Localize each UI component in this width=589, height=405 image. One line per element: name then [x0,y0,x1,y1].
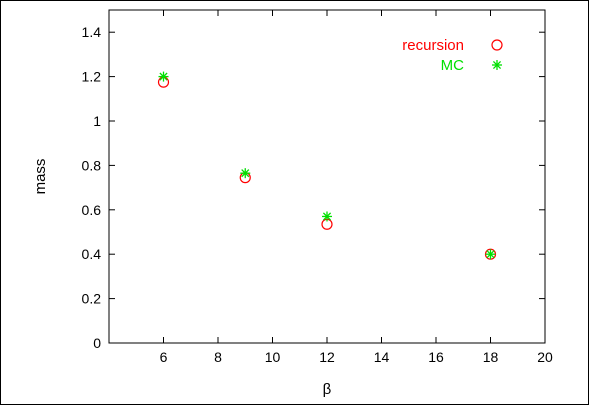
x-tick-label: 10 [265,349,281,365]
mc-point [322,211,332,222]
x-tick-label: 16 [428,349,444,365]
y-tick-label: 0 [93,335,101,351]
x-tick-label: 6 [160,349,168,365]
x-axis-label: β [323,381,332,398]
legend-label-recursion: recursion [402,37,464,54]
legend: recursion MC [402,37,503,74]
x-tick-label: 14 [374,349,390,365]
y-tick-label: 0.4 [82,246,102,262]
x-tick-label: 8 [214,349,222,365]
data-points [157,71,497,260]
x-tick-label: 18 [483,349,499,365]
legend-label-mc: MC [441,57,464,74]
legend-marker-mc [492,60,502,70]
legend-marker-recursion [491,39,503,51]
axis-ticks [109,10,546,344]
x-tick-label: 12 [319,349,335,365]
y-tick-label: 1 [93,113,101,129]
mc-point [485,249,496,260]
x-tick-label: 20 [537,349,553,365]
y-tick-label: 0.6 [82,202,102,218]
axis-tick-labels: 6 8 10 12 14 16 18 20 0 0.2 0.4 0.6 0.8 1 1.2 1.4 [82,24,553,365]
y-tick-label: 0.2 [82,291,102,307]
mc-point [240,168,251,179]
y-tick-label: 0.8 [82,157,102,173]
y-tick-label: 1.4 [82,24,102,40]
y-axis-label: mass [32,159,49,195]
plot-area [108,9,546,344]
mc-point [158,71,169,82]
y-tick-label: 1.2 [82,69,102,85]
